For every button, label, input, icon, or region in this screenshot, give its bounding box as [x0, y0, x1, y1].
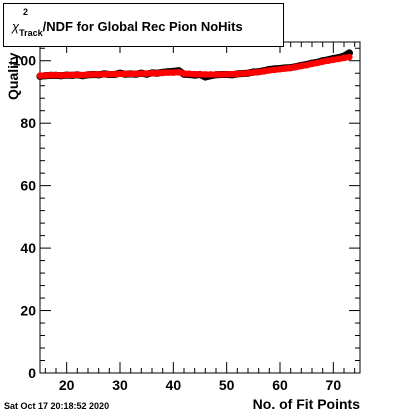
- timestamp: Sat Oct 17 20:18:52 2020: [4, 401, 110, 411]
- title-text-rest: /NDF for Global Rec Pion NoHits: [42, 19, 243, 34]
- data-point-red: [164, 69, 172, 76]
- data-point-red: [250, 69, 257, 76]
- data-point-red: [207, 71, 214, 78]
- data-point-red: [282, 65, 289, 72]
- data-point-red: [255, 68, 262, 76]
- data-point-red: [292, 63, 300, 71]
- x-tick-label: 40: [166, 377, 182, 393]
- data-point-red: [330, 56, 337, 64]
- data-point-red: [314, 59, 321, 67]
- y-tick-label: 100: [13, 53, 37, 69]
- data-point-red: [303, 61, 310, 69]
- data-point-red: [42, 72, 49, 79]
- data-point-red: [260, 68, 268, 75]
- x-tick-label: 60: [272, 377, 288, 393]
- data-point-red: [100, 70, 108, 78]
- data-point-red: [127, 70, 134, 78]
- x-axis-label: No. of Fit Points: [252, 396, 360, 412]
- data-point-red: [244, 69, 252, 77]
- data-point-red: [95, 71, 102, 78]
- data-point-red: [170, 69, 177, 76]
- data-point-red: [58, 72, 65, 79]
- chart-title: χ 2 Track/NDF for Global Rec Pion NoHits: [12, 7, 243, 38]
- data-point-red: [186, 70, 193, 78]
- data-point-red: [106, 70, 113, 78]
- title-chi-symbol: χ: [12, 19, 20, 34]
- data-point-red: [191, 70, 198, 78]
- data-point-red: [143, 70, 150, 77]
- data-point-red: [239, 70, 246, 77]
- y-tick-label: 40: [20, 240, 36, 256]
- data-point-red: [74, 71, 81, 79]
- data-point-red: [68, 71, 76, 79]
- data-point-red: [324, 57, 332, 65]
- data-point-red: [346, 53, 353, 61]
- data-point-red: [212, 71, 220, 78]
- y-tick-label: 0: [28, 365, 36, 381]
- x-tick-label: 70: [326, 377, 342, 393]
- data-point-red: [116, 70, 124, 78]
- data-point-red: [276, 65, 284, 73]
- data-point-red: [196, 70, 204, 78]
- data-point-red: [271, 66, 278, 74]
- data-point-red: [223, 70, 230, 78]
- x-tick-label: 30: [112, 377, 128, 393]
- data-point-red: [287, 64, 294, 72]
- data-point-red: [319, 58, 326, 65]
- data-point-red: [335, 55, 342, 63]
- x-tick-label: 50: [219, 377, 235, 393]
- data-point-red: [63, 71, 70, 79]
- data-point-red: [234, 70, 241, 78]
- data-point-red: [148, 69, 156, 77]
- data-point-red: [154, 69, 161, 77]
- data-point-red: [84, 71, 92, 78]
- data-point-red: [175, 68, 182, 76]
- data-point-red: [266, 67, 273, 74]
- data-point-red: [47, 71, 54, 79]
- data-point-red: [52, 71, 60, 79]
- y-tick-label: 60: [20, 178, 36, 194]
- data-point-red: [202, 71, 209, 78]
- data-point-red: [298, 62, 305, 70]
- data-point-red: [79, 71, 86, 79]
- data-point-red: [90, 71, 97, 78]
- data-point-red: [228, 70, 236, 78]
- plot-frame: [39, 41, 361, 374]
- data-point-red: [122, 70, 129, 78]
- data-point-red: [180, 70, 188, 77]
- y-tick-label: 80: [20, 115, 36, 131]
- chart-title-box: χ 2 Track/NDF for Global Rec Pion NoHits: [3, 3, 284, 47]
- data-point-red: [308, 60, 316, 68]
- title-superscript: 2: [23, 7, 29, 17]
- x-tick-label: 20: [59, 377, 75, 393]
- title-subscript: Track: [19, 28, 43, 38]
- data-point-red: [111, 70, 118, 78]
- y-axis-label: Quality: [5, 52, 21, 100]
- data-point-red: [138, 70, 145, 77]
- data-point-red: [159, 69, 166, 77]
- y-tick-label: 20: [20, 303, 36, 319]
- data-point-red: [218, 71, 225, 78]
- data-point-red: [36, 72, 44, 80]
- data-point-red: [132, 70, 140, 78]
- data-point-red: [340, 54, 348, 62]
